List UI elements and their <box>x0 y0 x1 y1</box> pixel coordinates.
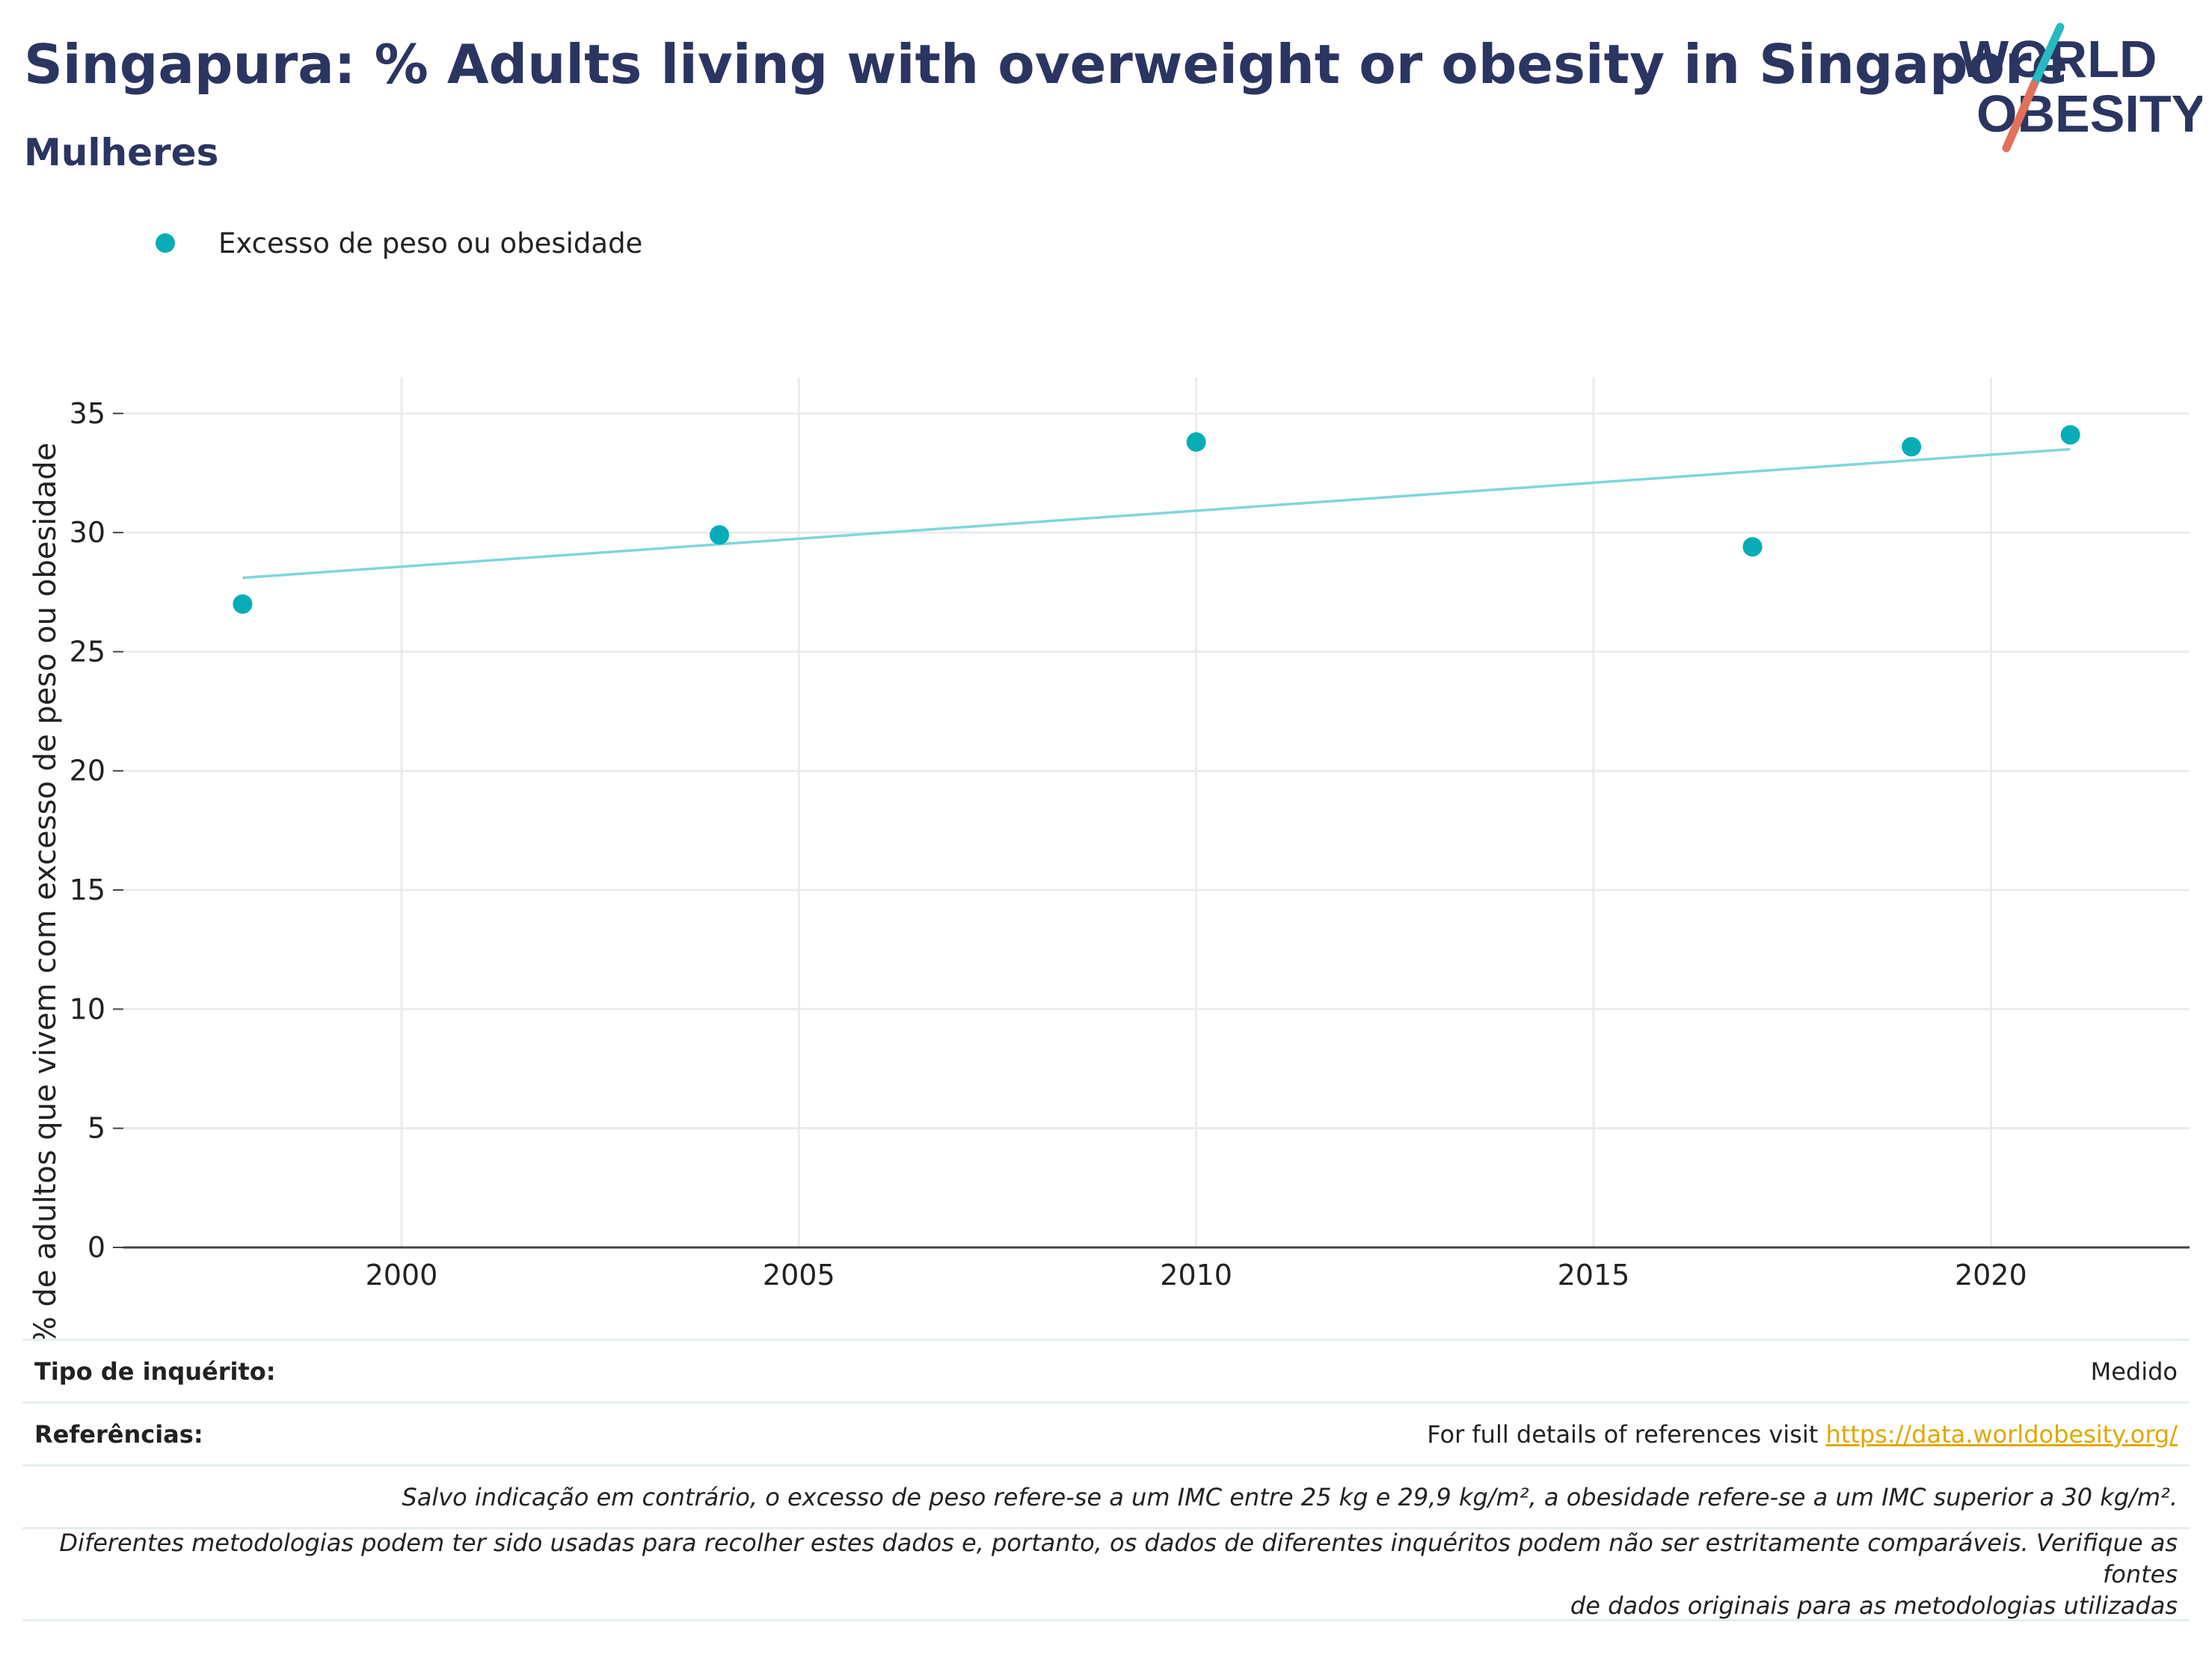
y-tick-label: 25 <box>70 635 105 668</box>
definition-note: Salvo indicação em contrário, o excesso … <box>402 1482 2178 1511</box>
trendline-segment <box>242 447 2071 580</box>
legend-label: Excesso de peso ou obesidade <box>218 227 643 260</box>
references-link[interactable]: https://data.worldobesity.org/ <box>1825 1419 2178 1449</box>
data-point <box>1742 537 1763 557</box>
y-tick-label: 15 <box>70 873 105 906</box>
x-tick-label: 2015 <box>1558 1259 1630 1292</box>
methodology-note-row: Diferentes metodologias podem ter sido u… <box>22 1527 2190 1621</box>
scatter-chart: 0 5 10 15 20 25 30 35 2000 2005 2010 2015 2020 % de … <box>28 378 2190 1339</box>
y-tick-label: 0 <box>87 1231 105 1264</box>
data-point <box>710 525 730 545</box>
survey-type-row: Tipo de inquérito: Medido <box>22 1339 2190 1401</box>
axes: 0 5 10 15 20 25 30 35 2000 2005 2010 2015 2020 <box>70 397 2190 1292</box>
x-tick-label: 2010 <box>1160 1259 1232 1292</box>
methodology-note: Diferentes metodologias podem ter sido u… <box>22 1527 2190 1621</box>
data-point <box>233 594 253 614</box>
references-value: For full details of references visit htt… <box>1427 1420 2190 1449</box>
methodology-note-line1: Diferentes metodologias podem ter sido u… <box>59 1529 2178 1588</box>
data-point <box>1186 432 1206 452</box>
world-obesity-logo: WORLD OBESITY <box>1959 22 2202 153</box>
references-label: Referências: <box>34 1419 203 1449</box>
definition-note-row: Salvo indicação em contrário, o excesso … <box>22 1464 2190 1527</box>
legend-marker <box>156 233 175 253</box>
y-axis-label: % de adultos que vivem com excesso de pe… <box>28 443 63 1339</box>
legend: Excesso de peso ou obesidade <box>156 221 642 265</box>
x-tick-label: 2000 <box>366 1259 438 1292</box>
chart-subtitle: Mulheres <box>24 131 219 174</box>
trendline <box>242 447 2071 580</box>
footer-table: Tipo de inquérito: Medido Referências: F… <box>22 1339 2190 1621</box>
references-row: Referências: For full details of referen… <box>22 1401 2190 1464</box>
data-points <box>233 425 2080 614</box>
methodology-note-line2: de dados originais para as metodologias … <box>1570 1591 2178 1620</box>
y-tick-label: 5 <box>87 1112 105 1145</box>
data-point <box>1902 437 1922 457</box>
y-tick-label: 35 <box>70 397 105 430</box>
y-tick-label: 10 <box>70 992 105 1025</box>
y-tick-label: 20 <box>70 755 105 787</box>
survey-type-value: Medido <box>2090 1357 2178 1386</box>
data-point <box>2060 425 2080 445</box>
x-tick-label: 2005 <box>763 1259 835 1292</box>
chart-title: Singapura: % Adults living with overweig… <box>24 33 2068 96</box>
grid <box>123 378 2190 1247</box>
survey-type-label: Tipo de inquérito: <box>34 1357 276 1386</box>
references-text: For full details of references visit <box>1427 1419 1826 1449</box>
x-tick-label: 2020 <box>1955 1259 2027 1292</box>
y-tick-label: 30 <box>70 516 105 549</box>
